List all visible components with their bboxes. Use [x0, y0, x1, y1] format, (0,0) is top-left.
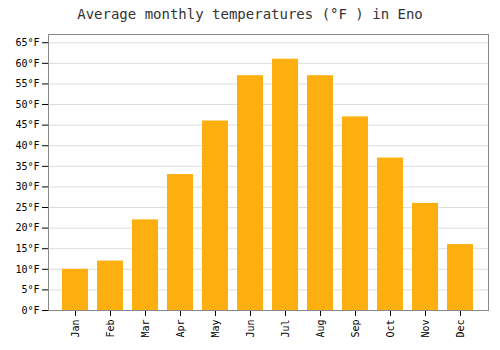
svg-text:55°F: 55°F [15, 78, 39, 89]
svg-text:30°F: 30°F [15, 181, 39, 192]
svg-text:Oct: Oct [385, 320, 396, 338]
svg-text:40°F: 40°F [15, 140, 39, 151]
svg-text:Apr: Apr [175, 320, 186, 338]
svg-text:May: May [210, 320, 221, 338]
svg-text:15°F: 15°F [15, 243, 39, 254]
svg-text:Jan: Jan [70, 320, 81, 338]
svg-text:Feb: Feb [105, 320, 116, 338]
svg-text:5°F: 5°F [21, 284, 39, 295]
svg-text:Nov: Nov [420, 320, 431, 338]
svg-text:Jun: Jun [245, 320, 256, 338]
html-text:Average monthly temperatures (: Average monthly temperatures (°F ) in En… [77, 6, 423, 22]
svg-text:20°F: 20°F [15, 222, 39, 233]
svg-text:50°F: 50°F [15, 99, 39, 110]
svg-text:60°F: 60°F [15, 58, 39, 69]
svg-text:Aug: Aug [315, 320, 326, 338]
svg-text:35°F: 35°F [15, 161, 39, 172]
svg-text:0°F: 0°F [21, 305, 39, 316]
svg-text:45°F: 45°F [15, 119, 39, 130]
svg-text:Dec: Dec [455, 320, 466, 338]
svg-text:Mar: Mar [140, 320, 151, 338]
svg-text:Sep: Sep [350, 320, 361, 338]
svg-text:65°F: 65°F [15, 37, 39, 48]
svg-text:Jul: Jul [280, 320, 291, 338]
svg-text:10°F: 10°F [15, 264, 39, 275]
svg-text:25°F: 25°F [15, 202, 39, 213]
